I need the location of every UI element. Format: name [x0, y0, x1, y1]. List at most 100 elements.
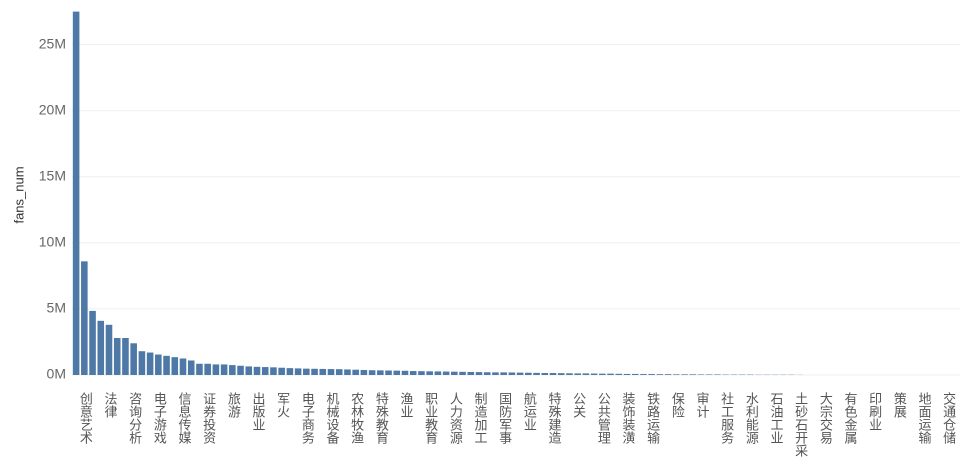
- bar: [615, 373, 623, 375]
- bar: [409, 371, 417, 375]
- bar: [286, 368, 294, 375]
- bar: [673, 374, 680, 375]
- x-tick-label: 装饰装潢: [620, 392, 636, 444]
- x-tick-label: 机械设备: [324, 392, 340, 445]
- y-tick-label: 5M: [47, 300, 66, 316]
- bar: [311, 368, 318, 375]
- x-tick-label: 人力资源: [447, 392, 463, 444]
- bar: [146, 352, 154, 375]
- bar: [508, 372, 516, 375]
- y-tick-label: 15M: [39, 167, 66, 183]
- bar: [171, 357, 179, 375]
- bar: [319, 368, 327, 375]
- bar: [689, 374, 697, 375]
- bar: [196, 363, 203, 375]
- x-tick-label: 铁路运输: [644, 392, 660, 444]
- x-tick-label: 农林牧渔: [348, 392, 364, 444]
- bar: [574, 373, 581, 375]
- bar: [360, 369, 368, 375]
- bar: [475, 372, 483, 375]
- y-axis-title: fans_num: [11, 166, 26, 223]
- bar: [327, 369, 335, 375]
- x-tick-label: 咨询分析: [126, 392, 142, 444]
- x-tick-label: 公共管理: [595, 392, 611, 444]
- bar: [81, 261, 88, 375]
- bar: [459, 371, 466, 375]
- x-tick-label: 法律: [102, 392, 118, 418]
- bar: [220, 364, 228, 375]
- bar: [261, 367, 269, 375]
- bar: [631, 373, 639, 375]
- bar: [451, 371, 458, 375]
- bar: [212, 364, 220, 375]
- bar: [590, 373, 598, 375]
- x-tick-label: 信息传媒: [176, 392, 192, 444]
- bar: [541, 373, 549, 375]
- x-tick-label: 策展: [891, 391, 907, 418]
- x-tick-label: 渔业: [398, 392, 414, 418]
- bar: [714, 374, 721, 375]
- bar: [138, 351, 146, 375]
- x-tick-label: 社工服务: [718, 391, 734, 444]
- bar: [656, 374, 664, 375]
- bar: [705, 374, 713, 375]
- x-tick-label: 保险: [669, 392, 685, 418]
- bar: [442, 371, 450, 375]
- bar: [681, 374, 688, 375]
- bar: [245, 366, 253, 375]
- bar: [640, 374, 647, 375]
- x-tick-label: 大宗交易: [817, 392, 833, 445]
- x-tick-label: 电子商务: [299, 392, 315, 444]
- x-tick-label: 国防军事: [496, 392, 512, 444]
- x-tick-label: 水利能源: [743, 392, 759, 444]
- bar: [294, 368, 302, 375]
- bar: [130, 343, 137, 375]
- x-tick-label: 有色金属: [842, 392, 858, 445]
- bar: [377, 370, 384, 375]
- bar: [418, 371, 425, 375]
- bar: [163, 355, 170, 375]
- bar: [599, 373, 606, 375]
- bar: [697, 374, 705, 375]
- x-tick-label: 制造加工: [472, 392, 488, 444]
- x-tick-label: 审计: [694, 392, 710, 418]
- y-tick-label: 20M: [39, 101, 66, 117]
- bar: [122, 338, 129, 375]
- bar: [500, 372, 507, 375]
- bar: [253, 366, 261, 375]
- bar: [623, 373, 631, 375]
- bar: [582, 373, 590, 375]
- bar: [113, 338, 121, 375]
- x-tick-label: 职业教育: [422, 392, 438, 445]
- bar: [664, 374, 672, 375]
- x-tick-label: 电子游戏: [151, 392, 167, 445]
- bar: [303, 368, 310, 375]
- bar: [483, 372, 491, 375]
- bar: [270, 367, 277, 375]
- bar: [426, 371, 433, 375]
- x-tick-label: 公关: [570, 392, 586, 418]
- x-tick-label: 出版业: [250, 392, 266, 431]
- bar: [344, 369, 351, 375]
- bar: [278, 367, 285, 375]
- x-tick-label: 旅游: [225, 392, 241, 418]
- x-tick-label: 特殊教育: [373, 392, 389, 445]
- x-tick-label: 特殊建造: [546, 392, 562, 445]
- y-tick-label: 10M: [39, 234, 66, 250]
- bar: [229, 365, 236, 375]
- bar: [187, 360, 195, 375]
- x-tick-label: 交通仓储: [940, 391, 956, 444]
- x-tick-label: 证券投资: [200, 392, 216, 444]
- bar: [352, 369, 359, 375]
- bar: [549, 373, 557, 375]
- bar: [648, 374, 655, 375]
- bar: [105, 324, 113, 375]
- x-tick-label: 航运业: [521, 391, 537, 431]
- x-tick-label: 军火: [274, 392, 290, 418]
- bar: [401, 370, 409, 375]
- bar: [467, 371, 475, 375]
- bar: [72, 11, 80, 375]
- bar: [155, 354, 162, 375]
- x-tick-label: 创意艺术: [77, 392, 93, 444]
